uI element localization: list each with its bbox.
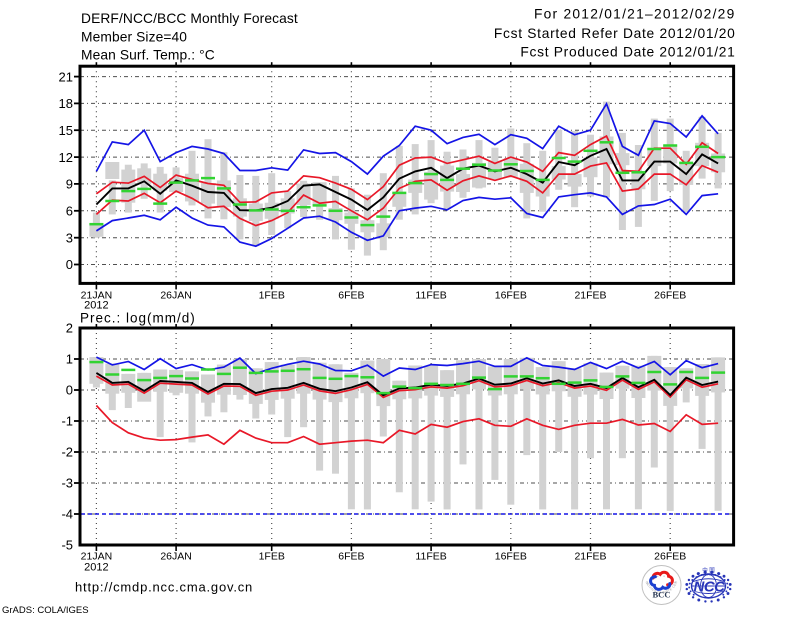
svg-text:18: 18 (59, 96, 73, 111)
svg-text:16FEB: 16FEB (495, 551, 527, 563)
svg-text:16FEB: 16FEB (495, 290, 527, 302)
svg-text:26FEB: 26FEB (654, 551, 686, 563)
svg-text:9: 9 (66, 177, 73, 192)
svg-text:-2: -2 (61, 445, 73, 460)
svg-text:6FEB: 6FEB (338, 551, 364, 563)
svg-text:Prec.: log(mm/d): Prec.: log(mm/d) (80, 310, 196, 325)
svg-text:21FEB: 21FEB (574, 290, 606, 302)
svg-text:6: 6 (66, 204, 73, 219)
svg-text:11FEB: 11FEB (415, 551, 446, 563)
svg-text:BCC: BCC (653, 590, 671, 600)
svg-text:中 国: 中 国 (702, 566, 715, 574)
svg-text:Member Size=40: Member Size=40 (81, 30, 187, 45)
svg-text:21JAN: 21JAN (81, 551, 113, 563)
svg-text:DERF/NCC/BCC Monthly Forecast: DERF/NCC/BCC Monthly Forecast (81, 11, 298, 26)
svg-text:-3: -3 (61, 476, 73, 491)
svg-text:26FEB: 26FEB (654, 290, 686, 302)
svg-text:NCC: NCC (694, 579, 727, 596)
svg-text:-1: -1 (61, 414, 73, 429)
svg-text:21FEB: 21FEB (574, 551, 606, 563)
svg-text:For 2012/01/21–2012/02/29: For 2012/01/21–2012/02/29 (534, 7, 736, 22)
svg-text:0: 0 (66, 383, 73, 398)
svg-text:1: 1 (66, 352, 73, 367)
svg-text:1FEB: 1FEB (259, 290, 285, 302)
svg-text:11FEB: 11FEB (415, 290, 446, 302)
svg-text:-5: -5 (61, 538, 73, 553)
svg-text:26JAN: 26JAN (160, 290, 192, 302)
svg-text:-4: -4 (61, 507, 73, 522)
svg-text:Fcst Started Refer Date 2012/0: Fcst Started Refer Date 2012/01/20 (494, 26, 736, 41)
svg-text:26JAN: 26JAN (160, 551, 192, 563)
svg-text:0: 0 (66, 257, 73, 272)
svg-text:21JAN: 21JAN (81, 290, 113, 302)
svg-text:12: 12 (59, 150, 73, 165)
svg-text:Mean Surf. Temp.: °C: Mean Surf. Temp.: °C (81, 48, 215, 63)
svg-text:Fcst Produced Date 2012/01/21: Fcst Produced Date 2012/01/21 (520, 45, 735, 60)
svg-text:15: 15 (59, 123, 73, 138)
svg-text:1FEB: 1FEB (259, 551, 285, 563)
svg-text:http://cmdp.ncc.cma.gov.cn: http://cmdp.ncc.cma.gov.cn (75, 580, 253, 595)
svg-text:2012: 2012 (84, 562, 108, 574)
svg-text:6FEB: 6FEB (338, 290, 364, 302)
svg-text:2: 2 (66, 321, 73, 336)
svg-text:GrADS: COLA/IGES: GrADS: COLA/IGES (2, 605, 89, 616)
svg-text:2012: 2012 (84, 300, 108, 312)
svg-text:3: 3 (66, 230, 73, 245)
svg-text:21: 21 (59, 69, 73, 84)
